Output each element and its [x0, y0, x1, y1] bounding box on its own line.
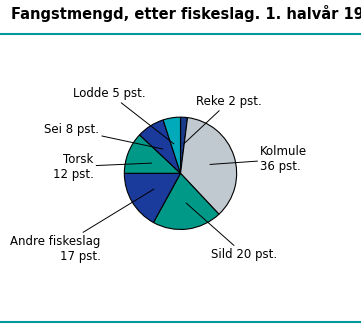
Text: Reke 2 pst.: Reke 2 pst.	[184, 95, 262, 144]
Text: Kolmule
36 pst.: Kolmule 36 pst.	[210, 145, 307, 173]
Text: Andre fiskeslag
17 pst.: Andre fiskeslag 17 pst.	[10, 189, 154, 263]
Wedge shape	[140, 120, 180, 173]
Text: Fangstmengd, etter fiskeslag. 1. halvår 1999: Fangstmengd, etter fiskeslag. 1. halvår …	[11, 5, 361, 22]
Wedge shape	[180, 118, 237, 214]
Wedge shape	[180, 117, 187, 173]
Text: Sei 8 pst.: Sei 8 pst.	[44, 123, 163, 149]
Wedge shape	[153, 173, 219, 230]
Text: Torsk
12 pst.: Torsk 12 pst.	[53, 153, 152, 181]
Text: Sild 20 pst.: Sild 20 pst.	[186, 203, 278, 261]
Wedge shape	[163, 117, 180, 173]
Text: Lodde 5 pst.: Lodde 5 pst.	[73, 87, 174, 144]
Wedge shape	[124, 135, 180, 173]
Wedge shape	[124, 173, 180, 222]
